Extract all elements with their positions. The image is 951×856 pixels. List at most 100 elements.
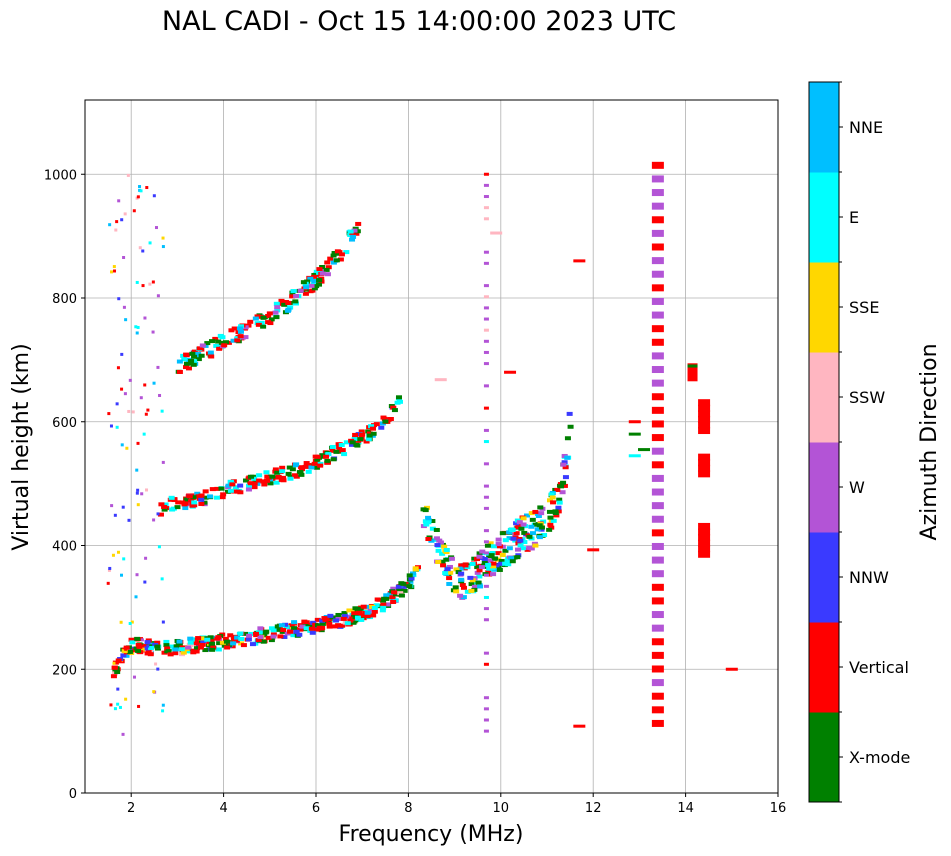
data-point (380, 602, 387, 607)
data-point (202, 495, 209, 500)
data-point (279, 465, 286, 470)
data-point (504, 370, 517, 374)
data-point (204, 637, 211, 642)
data-point (355, 432, 362, 437)
data-point (238, 637, 245, 642)
data-point (506, 536, 513, 541)
x-tick-label: 2 (127, 801, 135, 816)
data-point (495, 537, 502, 542)
data-point (135, 573, 139, 577)
data-point (120, 218, 124, 222)
colorbar-label: SSE (849, 298, 879, 317)
data-point (299, 624, 306, 629)
data-point (264, 478, 271, 483)
data-point (152, 194, 156, 198)
data-point (131, 410, 135, 414)
data-point (130, 620, 134, 624)
data-point (274, 308, 281, 313)
data-point (447, 570, 454, 575)
data-point (261, 482, 268, 487)
data-point (135, 331, 139, 335)
data-point (136, 488, 140, 492)
data-point (651, 474, 664, 482)
data-point (115, 425, 119, 429)
data-point (483, 295, 489, 299)
data-point (316, 267, 323, 272)
data-point (687, 363, 698, 382)
data-point (116, 550, 120, 554)
colorbar-segment (809, 622, 839, 713)
data-point (336, 445, 343, 450)
data-point (145, 488, 149, 492)
data-point (651, 461, 664, 469)
data-point (285, 300, 292, 305)
data-point (231, 326, 238, 331)
data-point (139, 396, 143, 400)
data-point (191, 500, 198, 505)
data-point (115, 658, 122, 663)
data-point (550, 500, 557, 505)
data-point (517, 543, 524, 548)
data-point (134, 636, 141, 641)
data-point (354, 615, 361, 620)
data-point (218, 340, 225, 345)
data-point (561, 483, 568, 488)
data-point (237, 483, 244, 488)
data-point (291, 473, 298, 478)
data-point (267, 481, 274, 486)
data-point (284, 308, 291, 313)
data-point (483, 529, 489, 533)
data-point (208, 638, 215, 643)
data-point (344, 621, 351, 626)
data-point (476, 574, 483, 579)
data-point (370, 431, 377, 436)
colorbar-label: E (849, 208, 859, 227)
data-point (311, 279, 318, 284)
data-point (176, 359, 183, 364)
data-point (106, 581, 110, 585)
data-point (651, 434, 664, 442)
data-point (651, 706, 664, 714)
data-point (483, 406, 489, 410)
data-point (314, 623, 321, 628)
data-point (358, 617, 365, 622)
data-point (186, 501, 193, 506)
data-point (333, 618, 340, 623)
data-point (148, 282, 152, 286)
colorbar-border (808, 81, 840, 803)
data-point (289, 294, 296, 299)
data-point (161, 460, 165, 464)
data-point (506, 546, 513, 551)
data-point (230, 338, 237, 343)
data-point (224, 489, 231, 494)
data-point (651, 270, 664, 278)
data-point (425, 518, 432, 523)
data-point (355, 221, 362, 226)
data-point (274, 624, 281, 629)
data-point (389, 595, 396, 600)
data-point (219, 495, 226, 500)
data-point (330, 253, 337, 258)
data-point (327, 613, 334, 618)
data-point (215, 647, 222, 652)
data-point (390, 599, 397, 604)
data-point (367, 608, 374, 613)
data-point (366, 431, 373, 436)
data-point (202, 489, 209, 494)
data-point (532, 509, 539, 514)
data-point (117, 199, 121, 203)
data-point (651, 406, 664, 414)
data-point (218, 486, 225, 491)
data-point (296, 632, 303, 637)
data-point (231, 489, 238, 494)
data-point (120, 352, 124, 356)
data-point (160, 577, 164, 581)
data-point (197, 645, 204, 650)
data-point (698, 404, 711, 412)
data-point (293, 462, 300, 467)
data-point (532, 543, 539, 548)
data-point (209, 487, 216, 492)
data-point (556, 497, 563, 502)
data-point (483, 250, 489, 254)
colorbar-label: W (849, 478, 865, 497)
